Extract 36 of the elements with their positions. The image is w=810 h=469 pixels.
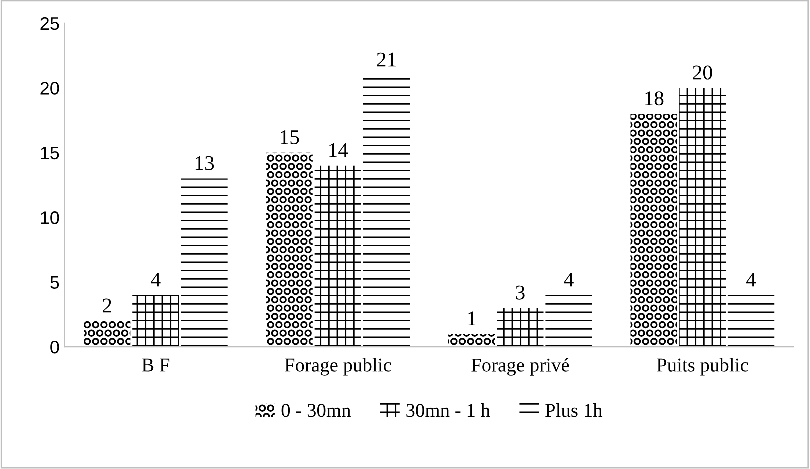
data-label: 21 [377,52,396,67]
x-tick-label: Puits public [657,358,748,376]
legend-label: 0 - 30mn [282,404,352,418]
bar [314,166,362,348]
x-tick-label: Forage public [285,358,392,376]
y-tick-label: 10 [41,212,60,224]
y-tick-label: 25 [40,17,60,30]
data-label: 4 [746,272,756,287]
bar [679,88,726,348]
bar [181,178,228,348]
data-label: 3 [516,286,525,300]
y-tick-label: 5 [50,276,60,290]
data-label: 2 [103,298,112,313]
data-label: 4 [564,272,574,287]
bar [448,334,496,348]
bar [84,321,131,348]
legend-label: 30mn - 1 h [406,404,490,418]
data-label: 13 [196,156,214,170]
bar [728,295,775,348]
y-tick-label: 0 [50,340,60,354]
data-label: 14 [330,143,348,158]
x-tick-label: Forage privé [472,358,570,376]
data-label: 4 [151,272,161,287]
legend-label: Plus 1h [546,404,603,418]
bar [546,295,592,348]
y-tick-label: 15 [41,147,60,160]
data-label: 18 [645,92,664,106]
bar [266,152,313,348]
bar [497,308,544,348]
bar [630,114,678,348]
bar [132,295,180,348]
data-label: 1 [468,312,476,326]
x-tick-label: B F [142,358,170,372]
data-label: 20 [693,66,712,80]
data-label: 15 [280,130,300,144]
y-tick-label: 20 [40,82,60,95]
